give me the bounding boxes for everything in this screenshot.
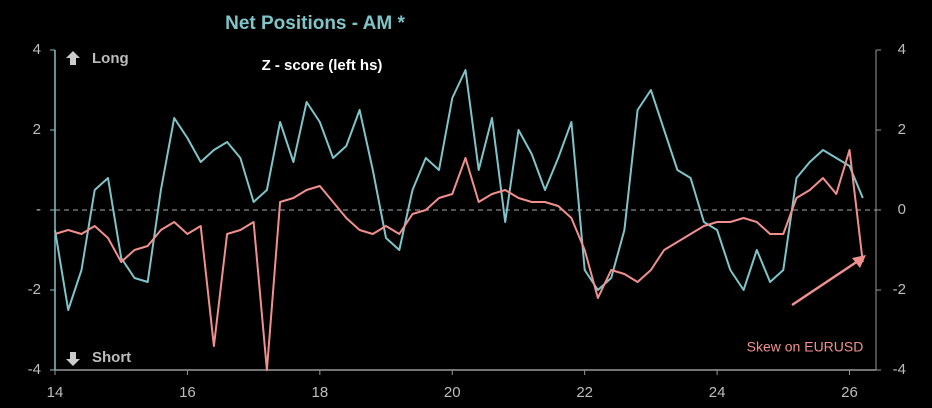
- y-tick-label: 4: [33, 41, 41, 58]
- skew-arrow-line: [791, 259, 859, 307]
- skew-label: Skew on EURUSD: [747, 339, 864, 355]
- short-label: Short: [92, 349, 131, 366]
- x-tick-label: 24: [709, 384, 726, 401]
- y-tick-label: -: [36, 201, 41, 218]
- y-tick-label: -2: [28, 281, 41, 298]
- series-line: [54, 69, 864, 311]
- y-tick-label: 2: [33, 121, 41, 138]
- chart-title: Net Positions - AM *: [225, 13, 405, 34]
- y2-tick-label: -2: [893, 281, 906, 298]
- x-tick-label: 16: [179, 384, 196, 401]
- up-arrow: [66, 51, 80, 65]
- x-tick-label: 18: [311, 384, 328, 401]
- y2-tick-label: 2: [898, 121, 906, 138]
- x-tick-label: 22: [576, 384, 593, 401]
- y2-tick-label: 4: [898, 41, 906, 58]
- x-tick-label: 20: [444, 384, 461, 401]
- chart-subtitle: Z - score (left hs): [262, 57, 383, 74]
- series-line: [54, 149, 864, 371]
- skew-arrow-head: [852, 255, 866, 268]
- y2-tick-label: 0: [898, 201, 906, 218]
- x-tick-label: 26: [841, 384, 858, 401]
- down-arrow: [66, 352, 80, 366]
- long-label: Long: [92, 50, 129, 67]
- y-tick-label: -4: [28, 361, 41, 378]
- x-tick-label: 14: [47, 384, 64, 401]
- y2-tick-label: -4: [893, 361, 906, 378]
